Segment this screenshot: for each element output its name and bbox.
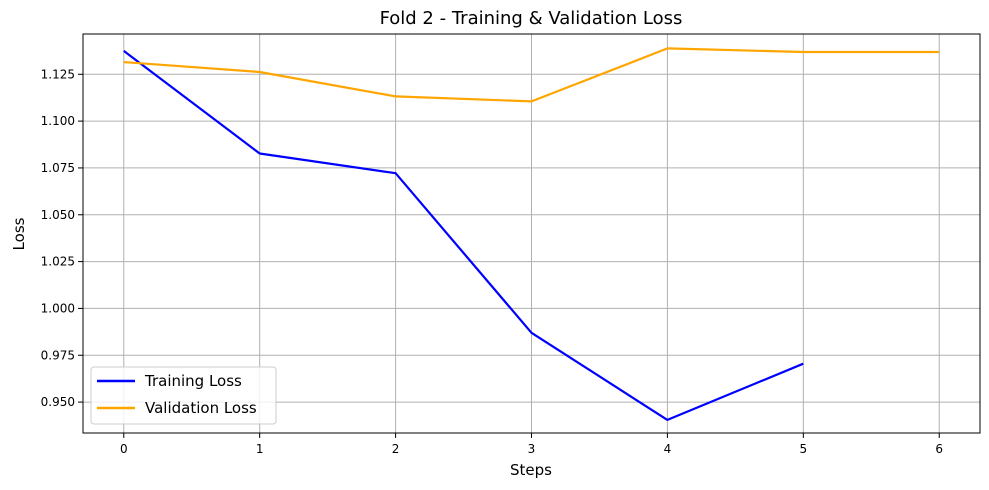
legend: Training Loss Validation Loss bbox=[90, 366, 277, 425]
y-tick-label: 1.025 bbox=[41, 255, 75, 269]
y-tick-label: 1.000 bbox=[41, 301, 75, 315]
x-tick-label: 1 bbox=[256, 442, 264, 456]
legend-label-training-loss: Training Loss bbox=[144, 372, 242, 390]
x-tick-label: 5 bbox=[799, 442, 807, 456]
y-axis-ticks: 0.950 0.975 1.000 1.025 1.050 1.075 1.100 1.125 bbox=[41, 67, 83, 409]
x-tick-label: 4 bbox=[664, 442, 672, 456]
x-tick-label: 0 bbox=[120, 442, 128, 456]
legend-box bbox=[90, 366, 277, 425]
legend-label-validation-loss: Validation Loss bbox=[145, 399, 257, 417]
plot-frame bbox=[82, 33, 981, 434]
y-axis-label: Loss bbox=[10, 217, 28, 250]
series-line-validation-loss bbox=[123, 47, 940, 103]
x-tick-label: 6 bbox=[935, 442, 943, 456]
y-tick-label: 1.075 bbox=[41, 161, 75, 175]
y-tick-label: 1.050 bbox=[41, 208, 75, 222]
y-tick-label: 1.100 bbox=[41, 114, 75, 128]
y-tick-label: 0.975 bbox=[41, 348, 75, 362]
y-tick-label: 0.950 bbox=[41, 395, 75, 409]
x-axis-ticks: 0 1 2 3 4 5 6 bbox=[120, 433, 943, 456]
y-tick-label: 1.125 bbox=[41, 67, 75, 81]
x-axis-label: Steps bbox=[510, 461, 552, 479]
x-tick-label: 2 bbox=[392, 442, 400, 456]
series-lines bbox=[123, 47, 940, 421]
series-line-training-loss bbox=[123, 50, 804, 421]
x-tick-label: 3 bbox=[528, 442, 536, 456]
chart-title: Fold 2 - Training & Validation Loss bbox=[380, 8, 683, 29]
